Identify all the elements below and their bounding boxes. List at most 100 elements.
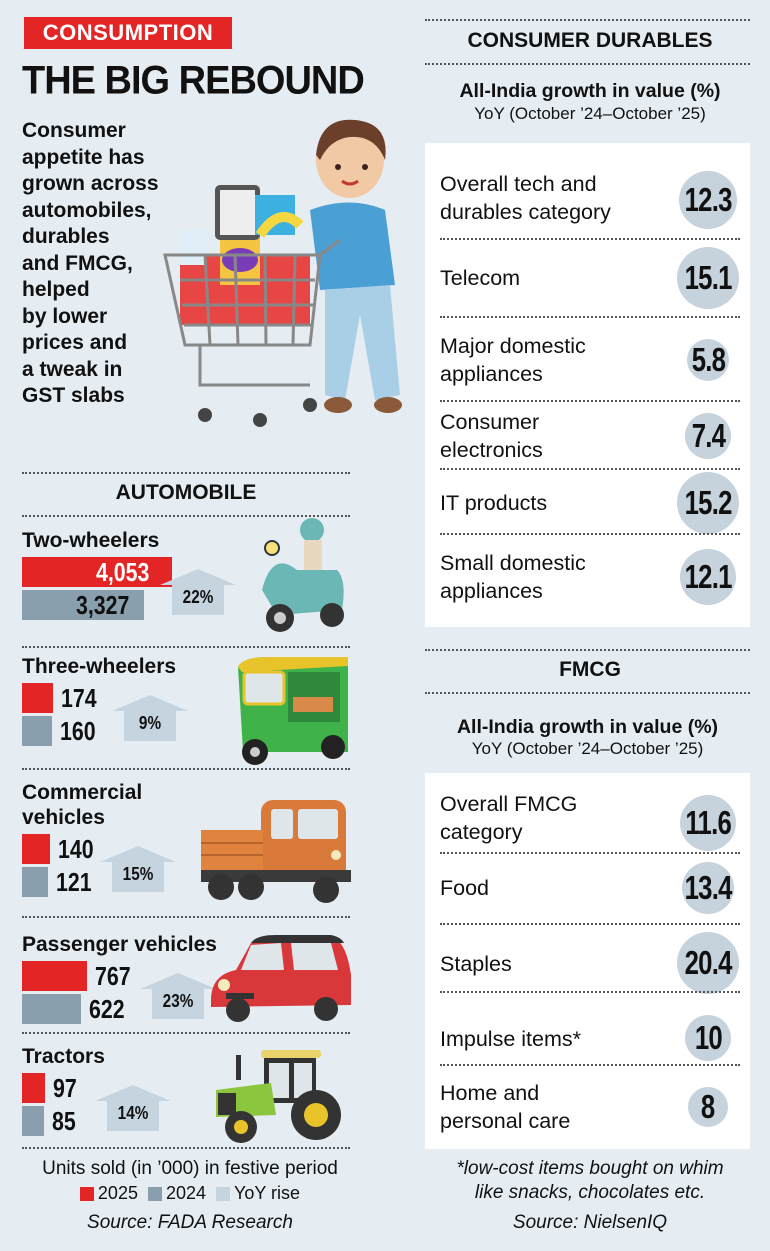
fmcg-value-circle: 13.4 <box>682 862 734 914</box>
divider <box>22 916 350 918</box>
durables-row-label: Telecom <box>440 264 520 292</box>
durables-value-circle: 12.3 <box>679 171 737 229</box>
durables-row-label: Overall tech and durables category <box>440 170 611 226</box>
durables-row-label: Small domestic appliances <box>440 549 586 605</box>
bar-2024 <box>22 867 48 897</box>
durables-value-circle: 15.2 <box>677 472 739 534</box>
bar-2025 <box>22 834 50 864</box>
intro-line: Consumer <box>22 119 126 142</box>
automobile-legend: 2025 2024 YoY rise <box>10 1183 370 1204</box>
legend-label-yoy: YoY rise <box>234 1183 301 1203</box>
durables-subtitle: All-India growth in value (%) <box>459 80 721 102</box>
yoy-rise-value: 14% <box>117 1103 149 1123</box>
yoy-arrow-icon <box>100 846 176 892</box>
row-label-line: Food <box>440 876 490 900</box>
row-label-line: personal care <box>440 1109 571 1133</box>
automobile-title: AUTOMOBILE <box>115 481 257 504</box>
row-label-line: Staples <box>440 952 512 976</box>
yoy-arrow-icon <box>95 1085 171 1131</box>
divider <box>22 1032 350 1034</box>
durables-card: Overall tech and durables category 12.3 Tel… <box>425 143 750 627</box>
auto-rickshaw-icon <box>238 657 348 765</box>
yoy-arrow-icon <box>160 569 236 615</box>
scooter-icon <box>262 518 344 632</box>
vehicle-category-line: Three-wheelers <box>22 655 177 678</box>
bar-value-2025: 140 <box>58 834 94 864</box>
fmcg-value: 20.4 <box>684 944 733 981</box>
fmcg-card: Overall FMCG category 11.6 Food 13.4 Staples 2… <box>425 773 750 1149</box>
divider <box>425 19 750 21</box>
legend-swatch-2025 <box>79 1186 94 1201</box>
yoy-arrow-icon <box>140 973 216 1019</box>
fmcg-footnote-line-1: *low-cost items bought on whim <box>456 1158 724 1179</box>
fmcg-row-label: Staples <box>440 950 512 978</box>
durables-value: 12.3 <box>684 181 733 218</box>
fmcg-value: 13.4 <box>684 869 733 906</box>
durables-value: 7.4 <box>691 417 725 454</box>
row-label-line: electronics <box>440 438 543 462</box>
bar-2025 <box>22 1073 45 1103</box>
bar-2025 <box>22 683 53 713</box>
row-label-line: Telecom <box>440 266 521 290</box>
intro-line: automobiles, <box>22 198 152 222</box>
fmcg-row-label: Home and personal care <box>440 1079 570 1135</box>
vehicle-category-line: vehicles <box>22 806 105 829</box>
intro-line: prices and <box>22 331 128 354</box>
vehicle-category-name: Passenger vehicles <box>22 932 217 957</box>
row-label-line: appliances <box>440 579 543 603</box>
durables-title: CONSUMER DURABLES <box>467 29 713 52</box>
durables-row-label: IT products <box>440 489 547 517</box>
vehicle-category-line: Two-wheelers <box>22 529 160 552</box>
bar-value-2024: 121 <box>56 867 92 897</box>
automobile-footnote: Units sold (in ’000) in festive period <box>42 1158 338 1179</box>
row-label-line: Overall tech and <box>440 172 597 196</box>
legend-swatch-2024 <box>147 1186 162 1201</box>
divider <box>440 923 740 925</box>
durables-value-circle: 15.1 <box>677 247 739 309</box>
bar-2024 <box>22 590 144 620</box>
bar-value-2024: 622 <box>89 994 125 1024</box>
divider <box>440 991 740 993</box>
divider <box>440 238 740 240</box>
legend-label-2025: 2025 <box>97 1183 138 1203</box>
fmcg-period: YoY (October ’24–October ’25) <box>471 739 704 758</box>
row-label-line: IT products <box>440 491 548 515</box>
vehicle-category-name: Two-wheelers <box>22 528 159 553</box>
fmcg-value: 11.6 <box>685 804 731 841</box>
row-label-line: Overall FMCG <box>440 792 578 816</box>
divider <box>440 852 740 854</box>
divider <box>22 1147 350 1149</box>
fmcg-source: Source: NielsenIQ <box>512 1212 668 1233</box>
row-label-line: Consumer <box>440 410 540 434</box>
divider <box>22 515 350 517</box>
divider <box>22 472 350 474</box>
bar-2025 <box>22 557 172 587</box>
fmcg-value: 8 <box>701 1088 715 1125</box>
durables-row-label: Major domestic appliances <box>440 332 586 388</box>
intro-line: appetite has <box>22 145 145 169</box>
durables-value-circle: 12.1 <box>680 549 736 605</box>
durables-value: 15.2 <box>684 484 733 521</box>
divider <box>440 316 740 318</box>
bar-2024 <box>22 1106 44 1136</box>
row-label-line: appliances <box>440 362 543 386</box>
intro-line: helped <box>22 278 90 301</box>
yoy-rise-value: 15% <box>122 864 154 884</box>
headline: THE BIG REBOUND <box>22 58 365 104</box>
bar-value-2024: 3,327 <box>76 590 130 620</box>
bar-value-2025: 97 <box>53 1073 77 1103</box>
durables-value-circle: 7.4 <box>685 413 731 459</box>
fmcg-value-circle: 8 <box>688 1087 728 1127</box>
vehicle-category-name: Three-wheelers <box>22 654 176 679</box>
vehicle-category-line: Passenger vehicles <box>22 933 217 956</box>
row-label-line: Home and <box>440 1081 540 1105</box>
divider <box>22 646 350 648</box>
divider <box>440 533 740 535</box>
fmcg-value: 10 <box>694 1019 722 1056</box>
fmcg-row-label: Impulse items* <box>440 1025 581 1053</box>
divider <box>22 768 350 770</box>
durables-value: 5.8 <box>691 341 725 378</box>
legend-label-2024: 2024 <box>165 1183 207 1203</box>
vehicle-category-line: Commercial <box>22 781 143 804</box>
intro-line: GST slabs <box>22 384 125 407</box>
